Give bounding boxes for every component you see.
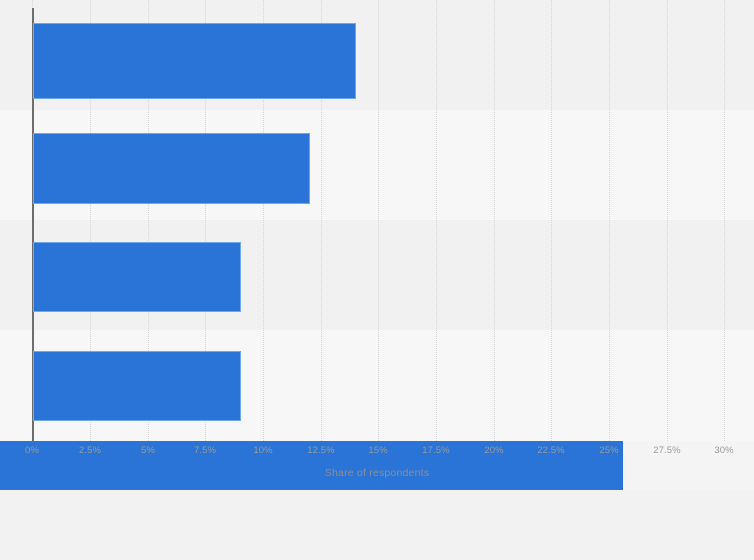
gridline — [667, 0, 669, 441]
gridline — [494, 0, 496, 441]
x-tick-label: 5% — [141, 445, 155, 456]
x-tick-label: 22.5% — [537, 445, 565, 456]
x-tick-label: 10% — [253, 445, 273, 456]
gridline — [436, 0, 438, 441]
gridline — [90, 0, 92, 441]
bar-chart: 0% 2.5% 5% 7.5% 10% 12.5% 15% 17.5% 20% … — [0, 0, 734, 560]
gridline — [321, 0, 323, 441]
x-tick-label: 0% — [25, 445, 39, 456]
x-tick-label: 7.5% — [193, 445, 217, 456]
bar-2[interactable] — [33, 133, 310, 204]
gridline — [724, 0, 726, 441]
footer-area — [0, 490, 754, 560]
gridline — [609, 0, 611, 441]
x-tick-label: 17.5% — [422, 445, 450, 456]
x-tick-label: 20% — [484, 445, 504, 456]
bar-1[interactable] — [33, 23, 356, 99]
bar-4[interactable] — [33, 351, 241, 421]
x-tick-label: 27.5% — [653, 445, 681, 456]
x-tick-label: 15% — [368, 445, 388, 456]
x-axis-tick-labels: 0% 2.5% 5% 7.5% 10% 12.5% 15% 17.5% 20% … — [0, 441, 754, 465]
gridline — [205, 0, 207, 441]
bar-3[interactable] — [33, 242, 241, 312]
y-axis-line — [32, 8, 34, 441]
gridline — [148, 0, 150, 441]
plot-area — [32, 0, 726, 441]
x-tick-label: 30% — [714, 445, 734, 456]
x-axis-title: Share of respondents — [324, 467, 430, 479]
gridline — [378, 0, 380, 441]
x-tick-label: 12.5% — [307, 445, 335, 456]
gridline — [263, 0, 265, 441]
gridline — [551, 0, 553, 441]
x-tick-label: 25% — [599, 445, 619, 456]
x-tick-label: 2.5% — [78, 445, 102, 456]
